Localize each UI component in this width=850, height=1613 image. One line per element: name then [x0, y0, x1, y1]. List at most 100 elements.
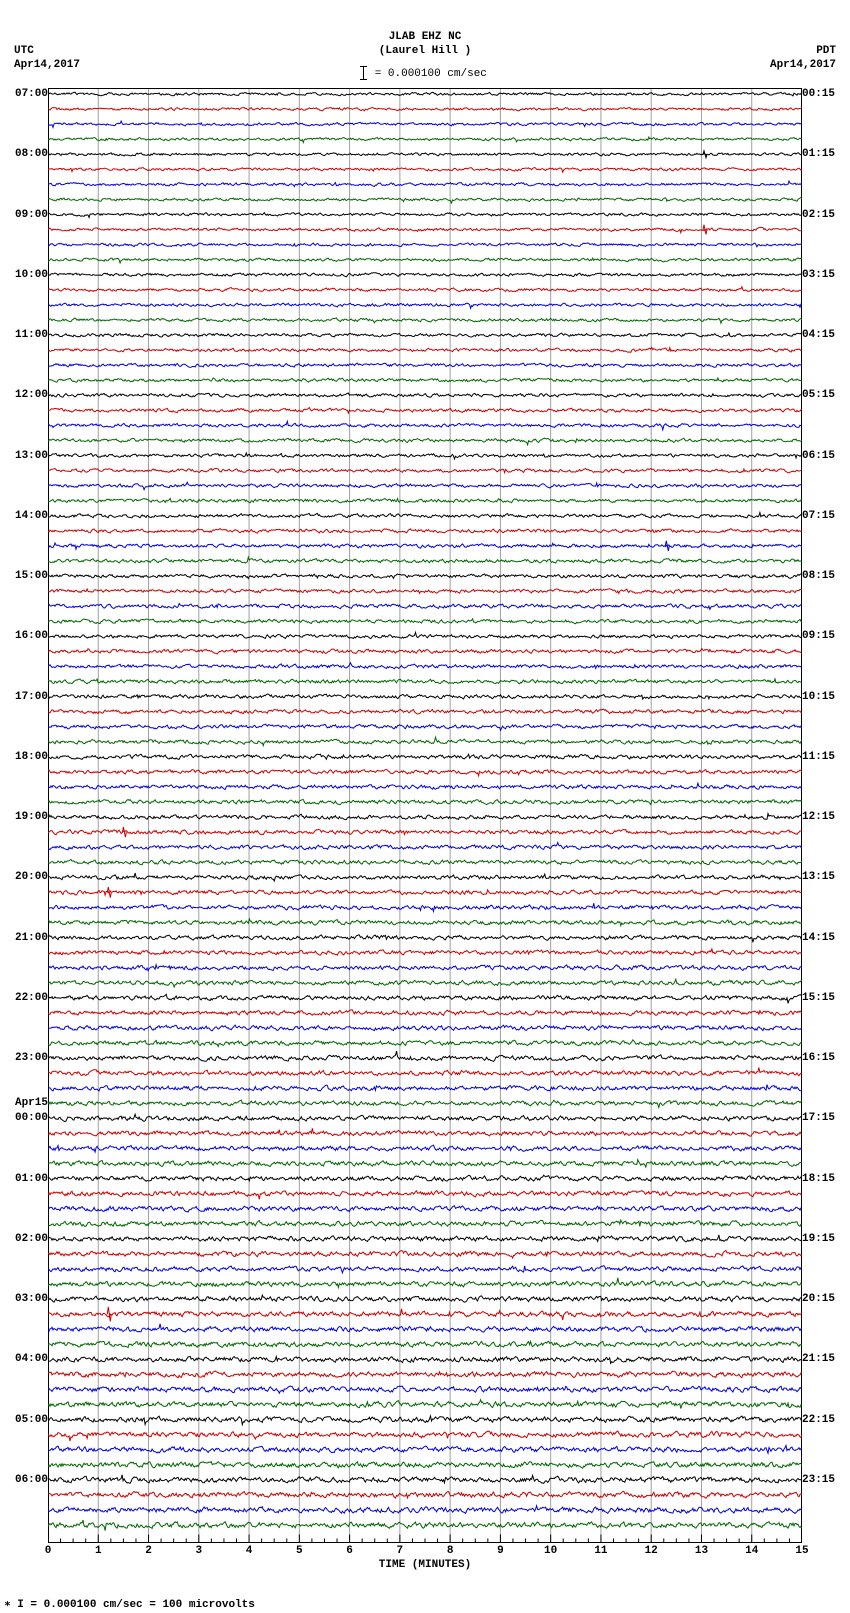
trace-row: [48, 843, 802, 850]
trace-row: [48, 498, 802, 502]
trace-row: [48, 1160, 802, 1168]
trace-row: [48, 92, 802, 96]
trace-row: [48, 107, 802, 110]
plot-header: JLAB EHZ NC (Laurel Hill ): [0, 30, 850, 59]
trace-row: [48, 949, 802, 955]
local-time-label: 14:15: [802, 932, 848, 944]
trace-row: [48, 1068, 802, 1076]
x-axis-label: TIME (MINUTES): [0, 1559, 850, 1571]
trace-row: [48, 649, 802, 654]
trace-row: [48, 663, 802, 669]
footer-scale-note: ∗ I = 0.000100 cm/sec = 100 microvolts: [4, 1597, 255, 1611]
helicorder-plot: [48, 88, 802, 1543]
local-time-label: 11:15: [802, 751, 848, 763]
trace-row: [48, 860, 802, 865]
trace-row: [48, 121, 802, 127]
trace-row: [48, 333, 802, 337]
trace-row: [48, 468, 802, 472]
utc-time-label: 23:00: [2, 1052, 48, 1064]
trace-row: [48, 408, 802, 414]
trace-row: [48, 1145, 802, 1152]
local-time-label: 07:15: [802, 510, 848, 522]
x-tick-label: 0: [45, 1545, 52, 1557]
utc-time-label: 05:00: [2, 1414, 48, 1426]
local-time-label: 20:15: [802, 1293, 848, 1305]
trace-row: [48, 541, 802, 551]
trace-row: [48, 1462, 802, 1469]
utc-time-label: 00:00: [2, 1112, 48, 1124]
local-time-label: 18:15: [802, 1173, 848, 1185]
trace-row: [48, 694, 802, 699]
trace-row: [48, 258, 802, 263]
trace-row: [48, 1220, 802, 1226]
utc-time-label: 13:00: [2, 450, 48, 462]
trace-row: [48, 168, 802, 173]
trace-row: [48, 243, 802, 247]
utc-time-label: 19:00: [2, 811, 48, 823]
top-right-caption: PDT Apr14,2017: [770, 44, 836, 73]
x-tick-label: 10: [544, 1545, 557, 1557]
utc-date-label: Apr14,2017: [14, 58, 80, 72]
local-time-label: 06:15: [802, 450, 848, 462]
local-time-label: 19:15: [802, 1233, 848, 1245]
local-time-label: 10:15: [802, 691, 848, 703]
local-time-label: 12:15: [802, 811, 848, 823]
trace-row: [48, 529, 802, 533]
trace-row: [48, 1520, 802, 1531]
local-time-label: 05:15: [802, 389, 848, 401]
trace-row: [48, 213, 802, 218]
utc-time-label: 15:00: [2, 570, 48, 582]
trace-row: [48, 724, 802, 730]
x-tick-label: 14: [745, 1545, 758, 1557]
trace-row: [48, 1431, 802, 1441]
local-time-label: 03:15: [802, 269, 848, 281]
trace-row: [48, 1356, 802, 1363]
local-time-label: 17:15: [802, 1112, 848, 1124]
local-time-label: 23:15: [802, 1474, 848, 1486]
trace-row: [48, 1416, 802, 1425]
trace-row: [48, 1251, 802, 1259]
trace-row: [48, 273, 802, 277]
trace-row: [48, 198, 802, 203]
local-date-label: Apr14,2017: [770, 58, 836, 72]
trace-row: [48, 513, 802, 519]
utc-time-label: 08:00: [2, 148, 48, 160]
x-tick-label: 2: [145, 1545, 152, 1557]
trace-row: [48, 979, 802, 987]
trace-row: [48, 1475, 802, 1484]
utc-tz-label: UTC: [14, 44, 80, 58]
local-time-label: 01:15: [802, 148, 848, 160]
utc-time-label: 14:00: [2, 510, 48, 522]
trace-row: [48, 827, 802, 837]
trace-row: [48, 754, 802, 759]
x-tick-label: 7: [397, 1545, 404, 1557]
trace-row: [48, 632, 802, 638]
x-tick-label: 5: [296, 1545, 303, 1557]
trace-row: [48, 1040, 802, 1047]
local-time-label: 04:15: [802, 329, 848, 341]
trace-row: [48, 1235, 802, 1242]
trace-row: [48, 783, 802, 789]
trace-row: [48, 1051, 802, 1061]
utc-time-label: 01:00: [2, 1173, 48, 1185]
x-tick-label: 4: [246, 1545, 253, 1557]
utc-time-label: 11:00: [2, 329, 48, 341]
utc-time-label: 17:00: [2, 691, 48, 703]
local-time-label: 21:15: [802, 1353, 848, 1365]
x-tick-label: 3: [195, 1545, 202, 1557]
local-time-label: 08:15: [802, 570, 848, 582]
trace-row: [48, 151, 802, 158]
trace-row: [48, 1206, 802, 1212]
local-time-label: 02:15: [802, 209, 848, 221]
utc-time-label: 04:00: [2, 1353, 48, 1365]
trace-row: [48, 709, 802, 714]
trace-row: [48, 619, 802, 624]
utc-time-label: 16:00: [2, 630, 48, 642]
top-left-caption: UTC Apr14,2017: [14, 44, 80, 73]
trace-row: [48, 287, 802, 292]
x-tick-label: 13: [695, 1545, 708, 1557]
trace-row: [48, 887, 802, 898]
local-time-label: 00:15: [802, 88, 848, 100]
trace-row: [48, 604, 802, 610]
trace-row: [48, 421, 802, 430]
